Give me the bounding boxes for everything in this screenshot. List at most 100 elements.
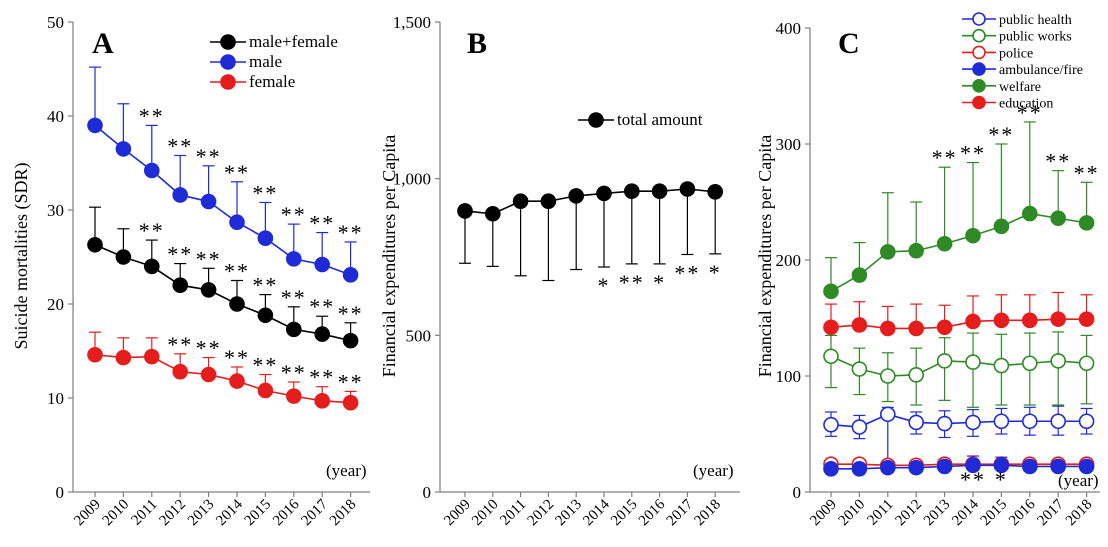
panel-b-letter: B (467, 27, 487, 60)
data-point (144, 348, 160, 365)
significance-mark: ** (932, 145, 958, 170)
data-point (314, 393, 331, 409)
data-point (1022, 312, 1038, 329)
data-point (512, 193, 529, 210)
data-point (908, 242, 925, 259)
x-tick-label: 2012 (893, 497, 926, 530)
series-line (831, 463, 1087, 467)
panel-b-y-axis-label: Financial expenditures per Capita (379, 135, 399, 377)
panel-c-letter: C (838, 27, 860, 60)
data-point (484, 205, 501, 222)
series-public-health (823, 405, 1095, 464)
y-tick-label: 30 (47, 201, 64, 220)
significance-mark: ** (252, 273, 278, 298)
panel-b: B (year) Financial expenditures per Capi… (379, 13, 740, 529)
legend-item: public health (962, 12, 1072, 28)
data-point (1078, 413, 1095, 430)
panel-b-x-unit: (year) (693, 461, 734, 480)
data-point (908, 320, 925, 337)
data-point (879, 406, 896, 423)
y-tick-label: 0 (423, 483, 432, 502)
significance-mark: ** (196, 336, 222, 361)
data-point (229, 296, 245, 312)
x-tick-label: 2009 (71, 497, 104, 530)
data-point (879, 368, 896, 384)
significance-mark: ** (196, 144, 222, 169)
x-tick-label: 2017 (299, 496, 332, 529)
significance-mark: ** (252, 180, 278, 205)
significance-mark: ** (224, 345, 250, 370)
legend-marker (972, 95, 986, 110)
data-point (623, 183, 640, 199)
series-female: ** ** ** ** ** ** ** (87, 331, 362, 411)
y-tick-label: 400 (776, 19, 802, 38)
series-line (94, 244, 351, 342)
data-point (257, 382, 274, 399)
panel-a-letter: A (92, 27, 114, 60)
data-point (1050, 353, 1066, 369)
significance-mark: ** (674, 260, 700, 285)
y-tick-label: 1,500 (393, 13, 431, 32)
significance-mark: ** (1074, 160, 1100, 185)
data-point (115, 141, 132, 157)
x-tick-label: 2018 (1063, 497, 1096, 530)
x-tick-label: 2012 (157, 497, 190, 530)
significance-mark: ** (960, 467, 986, 492)
data-point (285, 251, 302, 267)
x-tick-label: 2014 (213, 496, 246, 529)
legend-marker (220, 74, 236, 90)
data-point (936, 458, 953, 475)
data-point (823, 416, 839, 433)
legend-item: public works (962, 28, 1072, 45)
data-point (200, 366, 217, 383)
data-point (936, 353, 953, 369)
y-tick-label: 0 (56, 483, 65, 502)
significance-mark: ** (988, 122, 1014, 147)
legend-item: ambulance/fire (962, 62, 1083, 78)
x-tick-label: 2016 (270, 496, 303, 529)
significance-mark: ** (309, 365, 335, 390)
x-tick-label: 2011 (497, 497, 529, 529)
data-point (87, 117, 103, 134)
data-point (1078, 215, 1095, 231)
panel-c-x-unit: (year) (1058, 471, 1099, 490)
data-point (1022, 413, 1038, 430)
x-tick-label: 2013 (185, 497, 218, 530)
legend-marker (220, 34, 236, 50)
data-point (1022, 205, 1038, 222)
data-point (823, 348, 839, 365)
legend-label: education (999, 97, 1053, 112)
legend-label: public works (999, 30, 1072, 45)
data-point (568, 188, 585, 204)
data-point (993, 357, 1010, 374)
significance-mark: ** (139, 103, 165, 128)
data-point (879, 459, 896, 476)
data-point (993, 457, 1010, 474)
x-tick-label: 2010 (469, 497, 502, 530)
data-point (115, 349, 132, 366)
y-tick-label: 20 (47, 295, 64, 314)
data-point (1050, 311, 1066, 327)
data-point (908, 459, 925, 476)
data-point (200, 282, 217, 298)
data-point (851, 267, 868, 283)
data-point (314, 256, 331, 273)
significance-mark: * (709, 260, 722, 285)
series-line (830, 212, 1087, 293)
x-tick-label: 2011 (864, 497, 896, 529)
data-point (172, 363, 188, 380)
legend-marker (972, 62, 986, 76)
x-tick-label: 2013 (921, 497, 954, 530)
legend-item: total amount (578, 110, 703, 129)
data-point (965, 354, 981, 370)
data-point (285, 388, 302, 404)
x-tick-label: 2014 (580, 496, 613, 529)
series-line (831, 464, 1087, 470)
data-point (1078, 311, 1095, 327)
data-point (1050, 413, 1066, 430)
significance-mark: ** (338, 220, 364, 245)
data-point (965, 227, 981, 244)
data-point (1078, 458, 1095, 475)
